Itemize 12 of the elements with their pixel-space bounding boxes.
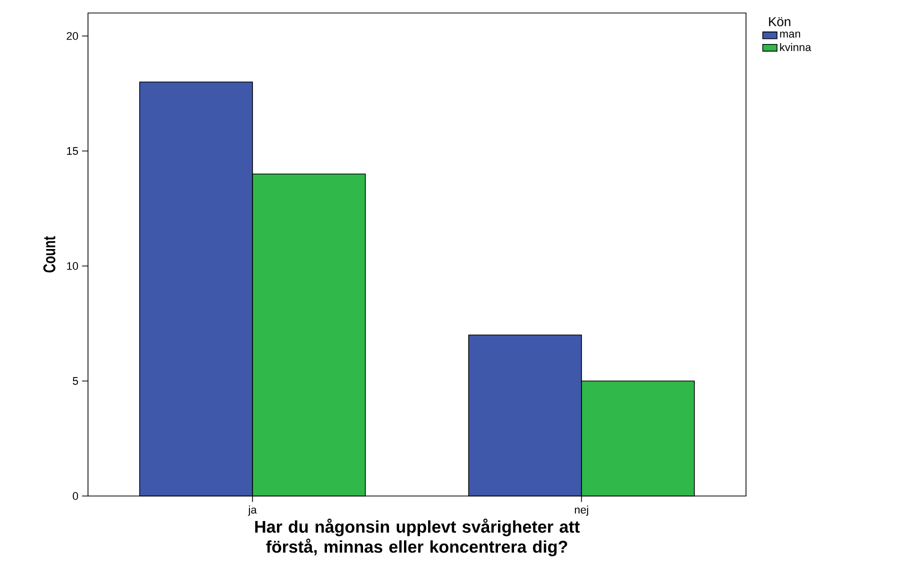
legend-title: Kön [769, 17, 790, 26]
y-axis-title: Count [43, 236, 56, 272]
y-tick-label: 20 [66, 32, 78, 40]
y-tick-label: 5 [72, 377, 78, 385]
y-tick-label: 0 [72, 492, 78, 500]
x-tick-label: nej [574, 506, 588, 516]
y-tick-label: 15 [67, 147, 78, 155]
y-tick-label: 10 [67, 262, 78, 270]
legend-label: man [780, 32, 800, 38]
legend-label: kvinna [780, 43, 812, 52]
x-tick-label: ja [248, 506, 257, 516]
x-axis-title: Har du någonsin upplevt svårigheter att förstå, minnas eller koncentrera dig? [255, 518, 580, 556]
